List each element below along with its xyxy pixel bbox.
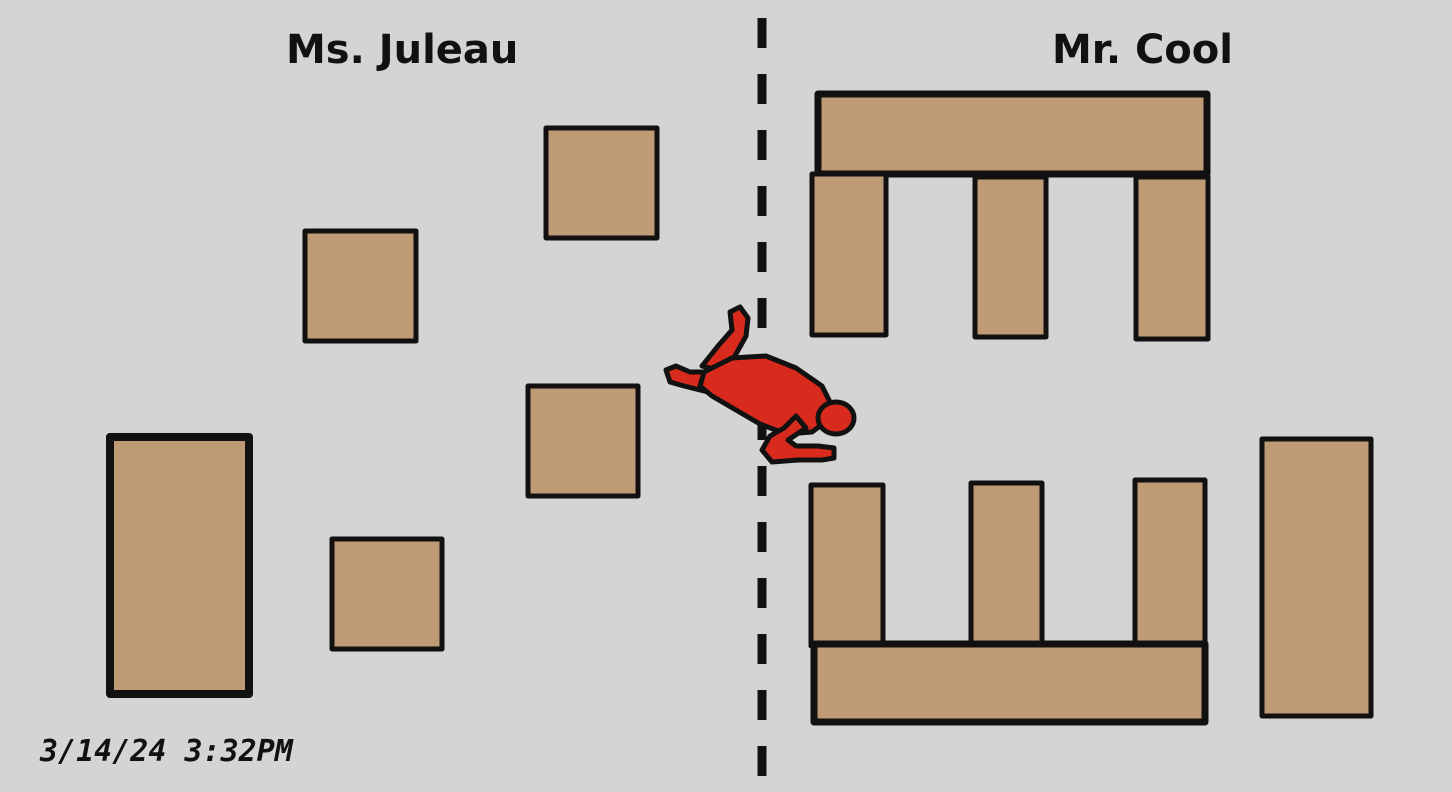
desk xyxy=(1132,477,1208,647)
teacher-desk xyxy=(1259,436,1374,719)
chalk-body-outline-icon xyxy=(663,304,857,465)
desk xyxy=(1133,174,1211,342)
desk xyxy=(972,174,1049,340)
timestamp: 3/14/24 3:32PM xyxy=(40,734,293,769)
teacher-desk xyxy=(106,433,253,698)
desk xyxy=(302,228,419,344)
right-room-desks xyxy=(808,90,1374,726)
bottom-table xyxy=(810,640,1209,726)
desk xyxy=(968,480,1045,647)
room-label-ms-juleau: Ms. Juleau xyxy=(286,27,519,73)
desk xyxy=(329,536,445,652)
top-table xyxy=(814,90,1211,178)
desk xyxy=(809,171,889,338)
desk xyxy=(543,125,660,241)
left-room-desks xyxy=(106,125,660,698)
room-label-mr-cool: Mr. Cool xyxy=(1052,27,1233,73)
desk xyxy=(808,482,886,649)
desk xyxy=(525,383,641,499)
